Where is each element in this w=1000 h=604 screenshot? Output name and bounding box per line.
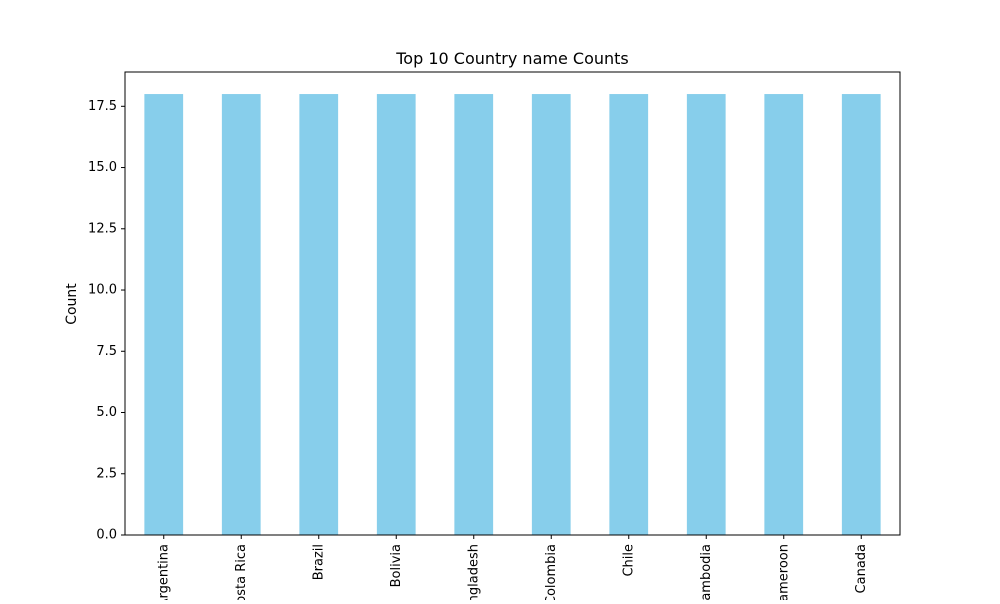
y-tick-label: 7.5 xyxy=(96,344,117,359)
x-tick-label: Bangladesh xyxy=(466,544,481,600)
y-axis: 0.0 2.5 5.0 7.5 10.0 12.5 15.0 17.5 xyxy=(88,99,125,543)
bar-cambodia xyxy=(686,94,726,536)
y-tick-label: 12.5 xyxy=(88,221,117,236)
bar-argentina xyxy=(144,94,184,536)
bar-cameroon xyxy=(764,94,804,536)
x-tick-label: Canada xyxy=(854,544,869,593)
bar-costa-rica xyxy=(221,94,261,536)
bar-colombia xyxy=(531,94,571,536)
y-tick-label: 0.0 xyxy=(96,528,117,543)
bar-canada xyxy=(841,94,881,536)
y-tick-label: 2.5 xyxy=(96,466,117,481)
chart-title: Top 10 Country name Counts xyxy=(395,49,629,68)
y-tick-label: 17.5 xyxy=(88,99,117,114)
plot-frame xyxy=(124,71,901,536)
x-tick-label: Colombia xyxy=(544,544,559,600)
bar-bangladesh xyxy=(454,94,494,536)
x-tick-label: Bolivia xyxy=(389,544,404,587)
x-tick-label: Argentina xyxy=(156,544,171,600)
y-axis-label: Count xyxy=(64,283,80,325)
bar-bolivia xyxy=(376,94,416,536)
x-axis: Argentina Costa Rica Brazil Bolivia Banglade… xyxy=(156,535,869,600)
bar-chile xyxy=(609,94,649,536)
x-tick-label: Chile xyxy=(621,544,636,577)
x-tick-label: Brazil xyxy=(311,544,326,580)
y-tick-label: 10.0 xyxy=(88,283,117,298)
x-tick-label: Cambodia xyxy=(699,544,714,600)
y-tick-label: 15.0 xyxy=(88,160,117,175)
bars-layer xyxy=(144,94,881,536)
bar-brazil xyxy=(299,94,339,536)
x-tick-label: Cameroon xyxy=(776,544,791,600)
y-tick-label: 5.0 xyxy=(96,405,117,420)
x-tick-label: Costa Rica xyxy=(234,544,249,600)
